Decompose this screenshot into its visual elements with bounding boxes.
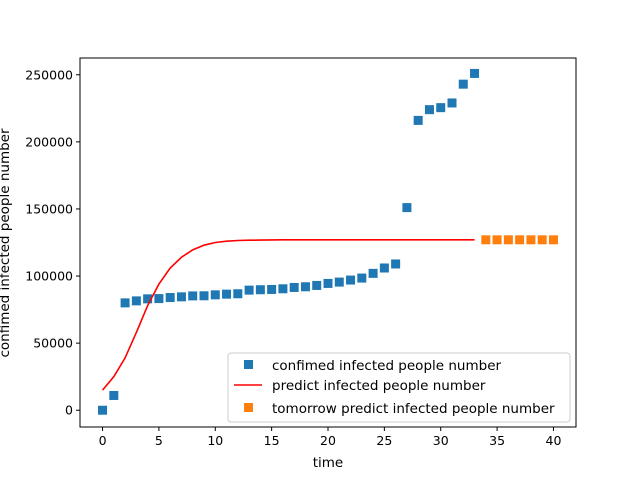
y-axis-label: confimed infected people number <box>0 128 13 357</box>
confirmed-point <box>323 278 333 288</box>
predict-line <box>101 239 475 391</box>
confirmed-point <box>176 292 186 302</box>
confirmed-point <box>368 268 378 278</box>
confirmed-point <box>120 298 130 308</box>
x-tick-label: 25 <box>376 433 392 448</box>
confirmed-point <box>165 293 175 303</box>
y-tick-label: 200000 <box>25 134 73 149</box>
confirmed-point <box>289 282 299 292</box>
legend-label-tomorrow: tomorrow predict infected people number <box>272 401 555 417</box>
confirmed-point <box>199 291 209 301</box>
confirmed-point <box>267 284 277 294</box>
tomorrow-predict-point <box>526 235 536 245</box>
confirmed-point <box>109 390 119 400</box>
x-axis-label: time <box>313 455 344 471</box>
x-tick-label: 20 <box>320 433 336 448</box>
plot-marks <box>98 68 558 415</box>
confirmed-point <box>210 290 220 300</box>
x-tick-label: 30 <box>433 433 449 448</box>
x-tick-label: 5 <box>155 433 163 448</box>
legend-swatch-confirmed <box>244 360 253 369</box>
tomorrow-predict-point <box>548 235 558 245</box>
confirmed-point <box>233 289 243 299</box>
confirmed-point <box>188 291 198 301</box>
y-tick-label: 0 <box>65 403 73 418</box>
confirmed-point <box>278 284 288 294</box>
x-axis-ticks: 0 5 10 15 20 25 30 35 40 <box>99 427 562 448</box>
tomorrow-predict-point <box>515 235 525 245</box>
tomorrow-predict-point <box>537 235 547 245</box>
confirmed-point <box>244 285 254 295</box>
x-tick-label: 15 <box>264 433 280 448</box>
confirmed-point <box>312 280 322 290</box>
confirmed-point <box>379 263 389 273</box>
x-tick-label: 0 <box>99 433 107 448</box>
confirmed-point <box>357 273 367 283</box>
confirmed-point <box>131 296 141 306</box>
confirmed-point <box>255 285 265 295</box>
confirmed-point <box>334 277 344 287</box>
legend-box <box>227 352 571 423</box>
confirmed-point <box>436 103 446 113</box>
confirmed-point <box>300 282 310 292</box>
tomorrow-predict-point <box>481 235 491 245</box>
confirmed-point <box>143 294 153 304</box>
confirmed-point <box>154 294 164 304</box>
confirmed-point <box>402 203 412 213</box>
y-axis-ticks: 0 50000 100000 150000 200000 250000 <box>25 67 80 418</box>
x-tick-label: 35 <box>489 433 505 448</box>
confirmed-point <box>458 79 468 89</box>
y-tick-label: 150000 <box>25 201 73 216</box>
confirmed-point <box>447 98 457 108</box>
legend: confimed infected people number predict … <box>227 352 571 423</box>
confirmed-point <box>222 289 232 299</box>
confirmed-point <box>470 68 480 78</box>
legend-label-confirmed: confimed infected people number <box>272 358 501 374</box>
x-tick-label: 40 <box>546 433 562 448</box>
confirmed-point <box>346 275 356 285</box>
confirmed-point <box>98 405 108 415</box>
tomorrow-predict-point <box>492 235 502 245</box>
legend-swatch-tomorrow <box>244 403 253 412</box>
legend-label-predict: predict infected people number <box>272 378 486 394</box>
tomorrow-predict-point <box>503 235 513 245</box>
x-tick-label: 10 <box>207 433 223 448</box>
y-tick-label: 100000 <box>25 269 73 284</box>
confirmed-point <box>413 115 423 125</box>
y-tick-label: 250000 <box>25 67 73 82</box>
y-tick-label: 50000 <box>33 336 73 351</box>
confirmed-point <box>391 259 401 269</box>
confirmed-point <box>424 105 434 115</box>
